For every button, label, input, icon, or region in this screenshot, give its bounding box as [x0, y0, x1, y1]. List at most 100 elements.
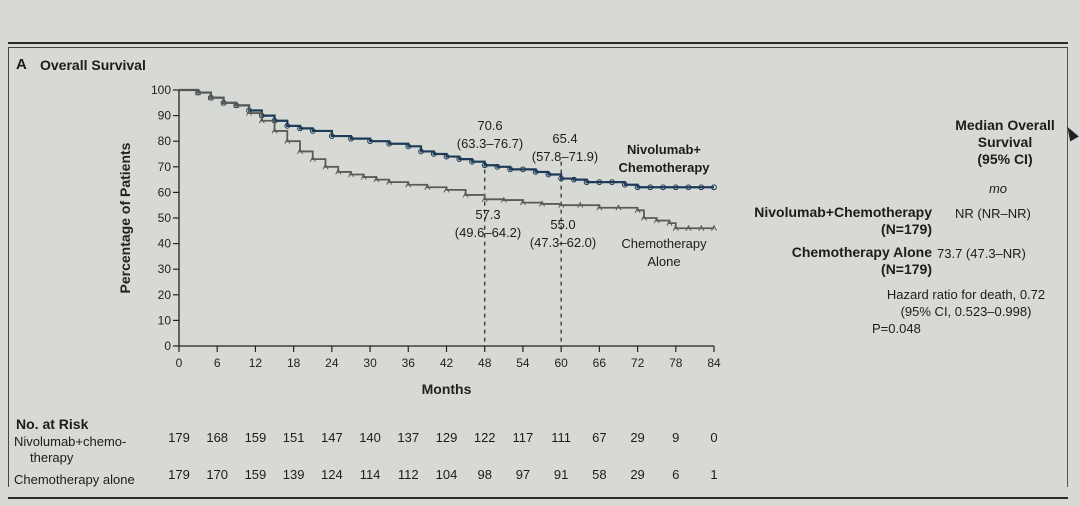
- legend-chemo-line1: Chemotherapy: [621, 236, 707, 251]
- y-tick-label: 90: [158, 109, 172, 123]
- y-tick-label: 40: [158, 237, 172, 251]
- censor-mark-chemo: [405, 181, 412, 188]
- annotation-48-nivo-value: 70.6: [477, 118, 503, 133]
- annotation-60-chemo-ci: (47.3–62.0): [529, 235, 597, 250]
- median-unit: mo: [988, 181, 1008, 196]
- censor-mark-chemo: [309, 155, 316, 162]
- censor-mark-nivo: [609, 179, 615, 186]
- median-row-chemo-value: 73.7 (47.3–NR): [937, 246, 1026, 261]
- y-tick-label: 10: [158, 313, 172, 327]
- censor-mark-nivo: [328, 133, 335, 139]
- frame-left-rule: [8, 47, 9, 487]
- hazard-line2: (95% CI, 0.523–0.998): [900, 304, 1032, 319]
- censor-mark-chemo: [500, 196, 507, 203]
- p-value: P=0.048: [872, 321, 921, 336]
- annotation-48-nivo: 70.6 (63.3–76.7): [440, 117, 540, 153]
- censor-mark-chemo: [386, 178, 393, 185]
- at-risk-value: 9: [672, 430, 680, 445]
- censor-mark-nivo: [596, 179, 603, 186]
- censor-mark-chemo: [233, 101, 240, 109]
- censor-mark-nivo: [405, 143, 412, 150]
- at-risk-value: 29: [630, 430, 645, 445]
- censor-mark-nivo: [418, 148, 424, 155]
- censor-mark-chemo: [195, 88, 202, 96]
- censor-mark-chemo: [424, 183, 431, 191]
- censor-mark-nivo: [634, 184, 641, 191]
- censor-mark-nivo: [456, 156, 463, 163]
- series-line-chemo-alone: [179, 89, 714, 230]
- at-risk-value: 179: [168, 430, 190, 445]
- censor-mark-chemo: [577, 201, 584, 208]
- censor-mark-chemo: [698, 224, 705, 231]
- legend-nivo: Nivolumab+ Chemotherapy: [608, 141, 720, 177]
- x-tick-label: 42: [440, 356, 454, 370]
- censor-mark-chemo: [653, 216, 660, 224]
- frame-bottom-rule: [8, 497, 1068, 499]
- censor-mark-nivo: [685, 184, 692, 191]
- frame-top-rule: [8, 42, 1068, 44]
- censor-mark-chemo: [558, 201, 565, 208]
- censor-mark-nivo: [558, 175, 565, 182]
- censor-mark-nivo: [443, 153, 450, 160]
- annotation-60-nivo-value: 65.4: [552, 131, 578, 146]
- at-risk-value: 140: [359, 430, 381, 445]
- x-tick-label: 72: [631, 356, 645, 370]
- y-tick-label: 30: [158, 262, 172, 276]
- median-header: Median Overall Survival (95% CI): [920, 117, 1080, 168]
- censor-mark-chemo: [220, 99, 227, 106]
- x-tick-label: 60: [554, 356, 568, 370]
- censor-mark-nivo: [348, 135, 354, 142]
- at-risk-value: 1: [710, 467, 718, 482]
- legend-nivo-line2: Chemotherapy: [618, 160, 710, 175]
- annotation-48-nivo-ci: (63.3–76.7): [456, 136, 524, 151]
- at-risk-value: 151: [282, 430, 305, 445]
- at-risk-value: 0: [710, 430, 718, 445]
- at-risk-value: 179: [168, 467, 190, 482]
- hazard-line1: Hazard ratio for death, 0.72: [886, 287, 1046, 302]
- at-risk-value: 122: [473, 430, 496, 445]
- at-risk-value: 168: [206, 430, 229, 445]
- censor-mark-nivo: [469, 158, 475, 165]
- at-risk-value: 97: [515, 467, 531, 482]
- censor-mark-nivo: [367, 138, 373, 145]
- annotation-60-chemo: 55.0 (47.3–62.0): [513, 216, 613, 252]
- median-row-nivo-name: Nivolumab+Chemotherapy: [754, 204, 932, 220]
- at-risk-value: 111: [551, 430, 572, 445]
- censor-mark-nivo: [698, 184, 705, 191]
- censor-mark-chemo: [672, 224, 679, 231]
- y-tick-label: 100: [151, 83, 171, 97]
- at-risk-value: 29: [630, 467, 645, 482]
- censor-mark-nivo: [711, 184, 717, 191]
- censor-mark-chemo: [481, 195, 488, 203]
- x-tick-label: 0: [176, 356, 183, 370]
- at-risk-value: 137: [397, 430, 420, 445]
- median-header-line2: Survival: [977, 134, 1033, 150]
- censor-mark-nivo: [507, 166, 514, 173]
- censor-mark-nivo: [532, 169, 539, 175]
- frame-top-rule-inner: [8, 47, 1068, 48]
- at-risk-row-nivo-label-line2: therapy: [30, 450, 74, 465]
- y-tick-label: 70: [158, 160, 172, 174]
- censor-mark-chemo: [539, 200, 545, 207]
- hazard-block: Hazard ratio for death, 0.72 (95% CI, 0.…: [866, 286, 1066, 320]
- median-row-nivo-value: NR (NR–NR): [955, 206, 1031, 221]
- censor-mark-nivo: [494, 163, 501, 170]
- annotation-48-chemo: 57.3 (49.6–64.2): [438, 206, 538, 242]
- x-tick-label: 18: [287, 356, 301, 370]
- at-risk-value: 112: [397, 467, 419, 482]
- censor-mark-chemo: [640, 214, 647, 221]
- censor-mark-nivo: [309, 128, 316, 134]
- annotation-60-chemo-value: 55.0: [550, 217, 576, 232]
- censor-mark-nivo: [621, 181, 628, 188]
- at-risk-row-nivo-label: Nivolumab+chemo- therapy: [14, 434, 126, 466]
- at-risk-value: 58: [592, 467, 607, 482]
- censor-mark-chemo: [462, 191, 469, 198]
- y-tick-label: 60: [158, 185, 172, 199]
- legend-chemo-line2: Alone: [647, 254, 681, 269]
- median-row-nivo-label: Nivolumab+Chemotherapy (N=179): [700, 204, 932, 238]
- censor-mark-chemo: [335, 168, 342, 175]
- legend-chemo: Chemotherapy Alone: [608, 235, 720, 271]
- censor-mark-nivo: [481, 162, 488, 169]
- median-row-chemo-label: Chemotherapy Alone (N=179): [700, 244, 932, 278]
- y-tick-label: 0: [164, 339, 171, 353]
